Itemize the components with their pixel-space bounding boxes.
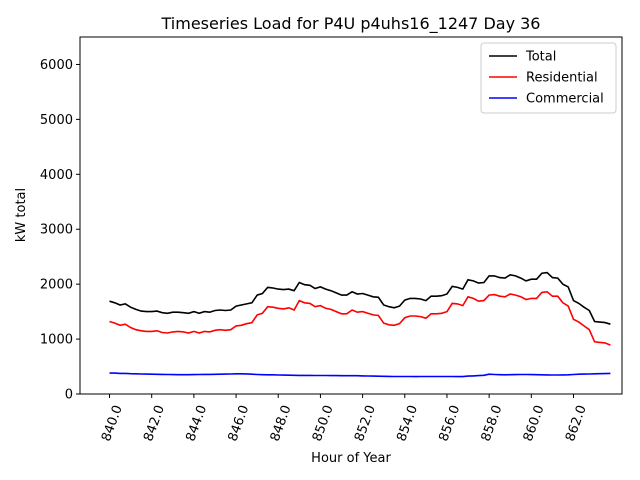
series-line-commercial (109, 372, 611, 378)
y-axis-label: kW total (14, 188, 29, 242)
plot-area-frame (79, 36, 623, 395)
y-tick-label: 6000 (40, 58, 73, 73)
series-line-residential (109, 290, 611, 346)
x-axis-label: Hour of Year (311, 451, 391, 466)
legend-label-residential: Residential (526, 71, 598, 86)
chart-title: Timeseries Load for P4U p4uhs16_1247 Day… (161, 14, 541, 34)
series-line-total (109, 271, 611, 325)
legend-label-commercial: Commercial (526, 92, 604, 107)
y-tick-label: 4000 (40, 168, 73, 183)
y-tick-label: 0 (65, 388, 73, 403)
legend: Total Residential Commercial (480, 42, 617, 114)
y-tick-label: 2000 (40, 278, 73, 293)
legend-label-total: Total (525, 50, 556, 65)
y-tick-label: 5000 (40, 113, 73, 128)
legend-box (480, 42, 617, 114)
y-axis-ticks: 0 1000 2000 3000 4000 5000 6000 (40, 58, 80, 403)
y-tick-label: 1000 (40, 333, 73, 348)
y-tick-label: 3000 (40, 223, 73, 238)
series-lines (109, 271, 611, 378)
